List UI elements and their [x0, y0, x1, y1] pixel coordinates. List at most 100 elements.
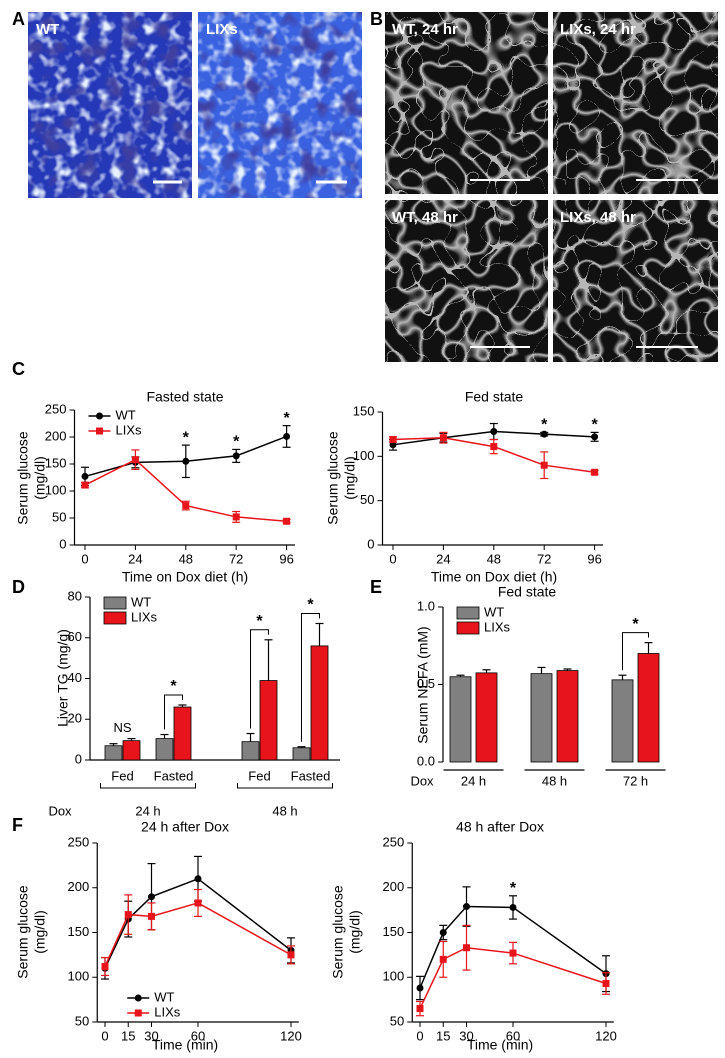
- bar: [556, 670, 579, 763]
- x-tick-label: 30: [459, 1028, 473, 1043]
- data-point: [439, 955, 447, 963]
- chart-title: Fed state: [465, 389, 524, 405]
- y-axis-label: Serum glucose: [330, 885, 346, 979]
- x-axis-label: Time on Dox diet (h): [431, 569, 557, 585]
- significance: *: [183, 429, 190, 446]
- y-axis-label: Serum glucose: [15, 885, 31, 979]
- data-point: [416, 984, 424, 992]
- group-bracket: [100, 783, 196, 789]
- x-tick-label: 60: [506, 1028, 520, 1043]
- y-axis-label: Serum NEFA (mM): [415, 626, 431, 743]
- panel-label: E: [370, 577, 382, 597]
- x-tick-label: 96: [587, 551, 601, 566]
- legend-marker: [96, 427, 103, 435]
- legend-label: LIXs: [484, 619, 511, 634]
- x-tick-label: 120: [595, 1028, 617, 1043]
- y-tick-label: 100: [353, 448, 375, 463]
- y-tick-label: 50: [360, 492, 374, 507]
- x-tick-label: 72: [229, 551, 243, 566]
- chart-title: 48 h after Dox: [456, 819, 544, 835]
- data-point: [591, 468, 599, 476]
- x-tick-label: 0: [81, 551, 88, 566]
- significance: *: [541, 417, 548, 434]
- legend-label: LIXs: [116, 422, 143, 437]
- significance: *: [510, 880, 517, 897]
- bar: [475, 672, 498, 763]
- data-point: [194, 899, 202, 907]
- x-tick-label: 48: [487, 551, 501, 566]
- y-tick-label: 50: [52, 509, 66, 524]
- x-tick-label: 24: [436, 551, 450, 566]
- data-point: [591, 433, 599, 441]
- significance: *: [283, 410, 290, 427]
- x-tick-label: 0: [416, 1028, 423, 1043]
- y-tick-label: 1.0: [417, 598, 435, 613]
- bar: [310, 645, 329, 761]
- y-tick-label: 200: [68, 879, 90, 894]
- x-tick-label: 30: [144, 1028, 158, 1043]
- bar: [292, 747, 311, 761]
- legend-marker: [96, 412, 103, 420]
- y-tick-label: 0.0: [417, 753, 435, 768]
- data-point: [463, 903, 470, 911]
- x-tick-label: 15: [436, 1028, 450, 1043]
- micrograph-label: WT: [36, 21, 59, 38]
- panel-label: B: [370, 9, 383, 29]
- data-point: [287, 951, 295, 959]
- group-label: 48 h: [272, 803, 297, 818]
- panel-label: D: [12, 577, 25, 597]
- micrograph-label: LIXs, 48 hr: [560, 209, 636, 226]
- data-point: [182, 502, 190, 510]
- data-point: [232, 452, 240, 460]
- x-tick-label: 72: [537, 551, 551, 566]
- data-point: [389, 435, 397, 443]
- legend-label: WT: [154, 989, 174, 1004]
- y-tick-label: 150: [383, 924, 405, 939]
- data-point: [439, 434, 447, 442]
- y-axis-label: (mg/dl): [32, 456, 48, 500]
- micrograph-texture: [198, 12, 362, 198]
- bar: [122, 740, 141, 761]
- x-tick-label: Fasted: [291, 768, 331, 783]
- bar: [449, 676, 472, 763]
- legend-label: LIXs: [131, 609, 158, 624]
- data-point: [81, 472, 89, 480]
- micrograph-label: LIXs, 24 hr: [560, 21, 636, 38]
- y-tick-label: 150: [68, 924, 90, 939]
- legend-marker: [134, 1009, 142, 1017]
- x-tick-label: 60: [191, 1028, 205, 1043]
- x-tick-label: 120: [280, 1028, 302, 1043]
- y-tick-label: 0.5: [417, 676, 435, 691]
- data-point: [148, 912, 155, 920]
- data-point: [389, 441, 397, 449]
- y-tick-label: 50: [75, 1013, 89, 1028]
- data-point: [509, 949, 517, 957]
- significance: NS: [113, 720, 131, 735]
- panel-label: F: [12, 815, 23, 835]
- x-tick-label: Fed: [111, 768, 133, 783]
- x-tick-label: 0: [101, 1028, 108, 1043]
- bar: [259, 680, 278, 761]
- micrograph-texture: [553, 200, 718, 362]
- bar: [173, 706, 192, 761]
- data-point: [124, 911, 132, 919]
- data-point: [540, 461, 548, 469]
- data-point: [81, 481, 89, 489]
- x-tick-label: 72 h: [623, 773, 648, 788]
- legend-label: WT: [484, 604, 504, 619]
- data-point: [490, 443, 498, 451]
- x-tick-label: Fed: [248, 768, 270, 783]
- y-tick-label: 150: [353, 403, 375, 418]
- data-point: [509, 903, 517, 911]
- bar: [241, 741, 260, 761]
- row-label: Dox: [48, 803, 72, 818]
- data-point: [463, 944, 470, 952]
- data-point: [540, 430, 548, 438]
- y-tick-label: 100: [383, 969, 405, 984]
- significance: *: [591, 417, 598, 434]
- data-point: [283, 432, 291, 440]
- data-point: [283, 517, 291, 525]
- micrograph-texture: [553, 12, 718, 194]
- significance: *: [307, 597, 314, 614]
